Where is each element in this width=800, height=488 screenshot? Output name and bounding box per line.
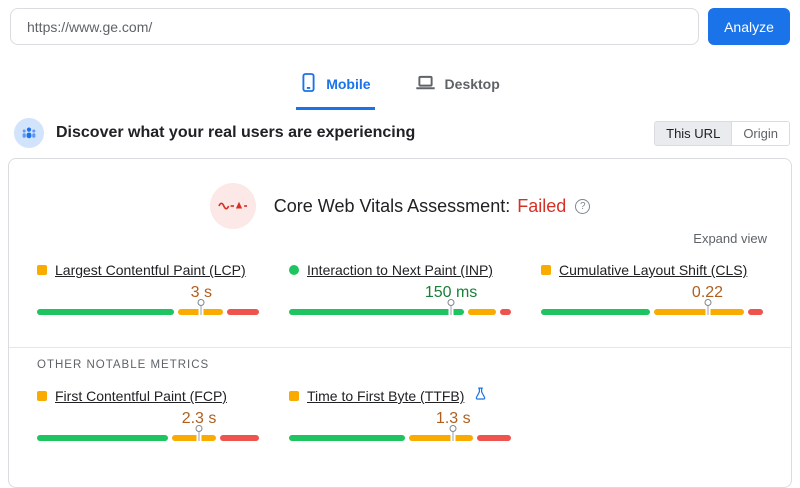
section-divider	[9, 347, 791, 348]
bar-segment-good	[37, 435, 168, 441]
metric-card: Interaction to Next Paint (INP) 150 ms	[289, 261, 511, 317]
marker-stem	[450, 305, 452, 315]
metric-header: Time to First Byte (TTFB)	[289, 387, 511, 405]
metric-value-row: 1.3 s	[289, 405, 511, 431]
metric-card: First Contentful Paint (FCP) 2.3 s	[37, 387, 259, 443]
analyze-button[interactable]: Analyze	[708, 8, 790, 45]
metric-status-icon	[541, 265, 551, 275]
marker-pin	[704, 299, 711, 306]
core-metrics-grid: Largest Contentful Paint (LCP) 3 s Inter…	[37, 261, 763, 317]
metric-distribution-bar	[37, 299, 259, 317]
metric-distribution-bar	[289, 299, 511, 317]
expand-view-link[interactable]: Expand view	[693, 231, 767, 246]
scope-toggle: This URL Origin	[654, 120, 790, 146]
tab-mobile-label: Mobile	[326, 76, 371, 92]
metric-title-link[interactable]: Cumulative Layout Shift (CLS)	[559, 262, 748, 278]
bar-segment-poor	[220, 435, 259, 441]
bar-segment-poor	[500, 309, 511, 315]
metric-title-link[interactable]: Time to First Byte (TTFB)	[307, 388, 465, 404]
other-metrics-label: OTHER NOTABLE METRICS	[37, 359, 210, 371]
bar-segment-poor	[476, 435, 511, 441]
metric-title-link[interactable]: Interaction to Next Paint (INP)	[307, 262, 493, 278]
toggle-this-url[interactable]: This URL	[655, 121, 732, 145]
bar-segment-needs-improvement	[468, 309, 497, 315]
metric-status-icon	[37, 391, 47, 401]
metric-value-row: 2.3 s	[37, 405, 259, 431]
marker-pin	[447, 299, 455, 306]
field-data-card: Core Web Vitals Assessment: Failed ? Exp…	[8, 158, 792, 488]
metric-value: 1.3 s	[435, 410, 471, 427]
bar-segment-good	[289, 309, 465, 315]
bar-segment-good	[541, 309, 651, 315]
metric-status-icon	[289, 391, 299, 401]
cwv-assessment-label: Core Web Vitals Assessment:	[273, 195, 511, 216]
marker-stem	[200, 305, 202, 315]
cwv-assessment-status: Failed	[517, 195, 567, 216]
experimental-flask-icon	[474, 387, 487, 406]
other-metrics-grid: First Contentful Paint (FCP) 2.3 s Time …	[37, 387, 763, 443]
help-icon[interactable]: ?	[575, 198, 591, 214]
tab-desktop[interactable]: Desktop	[411, 66, 504, 110]
marker-stem	[707, 305, 708, 315]
tab-desktop-label: Desktop	[444, 76, 500, 92]
metric-distribution-bar	[37, 425, 259, 443]
url-input[interactable]	[10, 8, 699, 45]
tab-mobile[interactable]: Mobile	[296, 66, 375, 110]
metric-value-row: 3 s	[37, 279, 259, 305]
metric-header: First Contentful Paint (FCP)	[37, 387, 259, 405]
metric-title-link[interactable]: First Contentful Paint (FCP)	[55, 388, 227, 404]
bar-segment-needs-improvement	[654, 309, 745, 315]
metric-header: Cumulative Layout Shift (CLS)	[541, 261, 763, 279]
metric-value-row: 0.22	[541, 279, 763, 305]
bar-segment-good	[37, 309, 174, 315]
metric-value: 2.3 s	[181, 410, 217, 427]
metric-distribution-bar	[289, 425, 511, 443]
bar-segment-good	[289, 435, 405, 441]
url-bar: Analyze	[10, 8, 790, 45]
toggle-origin[interactable]: Origin	[731, 121, 789, 145]
metric-title-link[interactable]: Largest Contentful Paint (LCP)	[55, 262, 246, 278]
metric-card: Cumulative Layout Shift (CLS) 0.22	[541, 261, 763, 317]
bar-segment-needs-improvement	[171, 435, 217, 441]
metric-value: 150 ms	[424, 284, 478, 301]
marker-pin	[449, 425, 457, 432]
metric-status-icon	[37, 265, 47, 275]
bar-segment-needs-improvement	[408, 435, 473, 441]
heartbeat-icon	[209, 183, 256, 229]
mobile-phone-icon	[300, 72, 317, 96]
metric-value-row: 150 ms	[289, 279, 511, 305]
field-data-heading: Discover what your real users are experi…	[56, 124, 416, 141]
metric-card: Largest Contentful Paint (LCP) 3 s	[37, 261, 259, 317]
real-users-icon	[14, 118, 44, 148]
bar-segment-poor	[226, 309, 259, 315]
desktop-laptop-icon	[415, 74, 436, 95]
marker-pin	[195, 425, 203, 432]
marker-stem	[452, 431, 454, 441]
metric-value: 3 s	[190, 284, 212, 301]
bar-segment-poor	[748, 309, 763, 315]
metric-distribution-bar	[541, 299, 763, 317]
metric-value: 0.22	[691, 284, 724, 301]
metric-card: Time to First Byte (TTFB) 1.3 s	[289, 387, 511, 443]
metric-header: Largest Contentful Paint (LCP)	[37, 261, 259, 279]
field-data-header: Discover what your real users are experi…	[14, 118, 790, 148]
device-tabs: Mobile Desktop	[0, 66, 800, 110]
marker-stem	[198, 431, 200, 441]
metric-header: Interaction to Next Paint (INP)	[289, 261, 511, 279]
metric-status-icon	[289, 265, 299, 275]
cwv-assessment-header: Core Web Vitals Assessment: Failed ?	[9, 183, 791, 229]
marker-pin	[197, 299, 205, 306]
